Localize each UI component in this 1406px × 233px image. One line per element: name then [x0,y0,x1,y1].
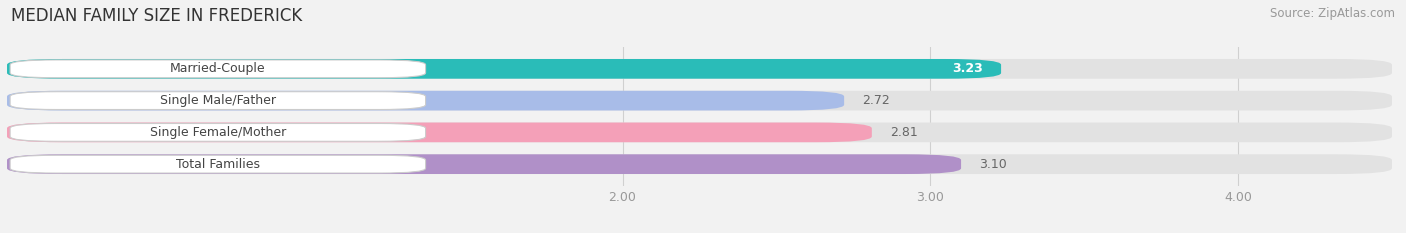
FancyBboxPatch shape [7,123,872,142]
FancyBboxPatch shape [7,91,844,110]
FancyBboxPatch shape [10,123,426,141]
FancyBboxPatch shape [10,155,426,173]
Text: 3.23: 3.23 [952,62,983,75]
Text: Total Families: Total Families [176,158,260,171]
FancyBboxPatch shape [10,92,426,110]
Text: 3.10: 3.10 [980,158,1007,171]
Text: 2.81: 2.81 [890,126,918,139]
FancyBboxPatch shape [7,59,1392,79]
Text: Married-Couple: Married-Couple [170,62,266,75]
FancyBboxPatch shape [7,123,1392,142]
FancyBboxPatch shape [7,154,962,174]
Text: Source: ZipAtlas.com: Source: ZipAtlas.com [1270,7,1395,20]
FancyBboxPatch shape [7,154,1392,174]
FancyBboxPatch shape [7,59,1001,79]
Text: MEDIAN FAMILY SIZE IN FREDERICK: MEDIAN FAMILY SIZE IN FREDERICK [11,7,302,25]
FancyBboxPatch shape [7,91,1392,110]
FancyBboxPatch shape [10,60,426,78]
Text: 2.72: 2.72 [863,94,890,107]
Text: Single Female/Mother: Single Female/Mother [149,126,285,139]
Text: Single Male/Father: Single Male/Father [160,94,276,107]
